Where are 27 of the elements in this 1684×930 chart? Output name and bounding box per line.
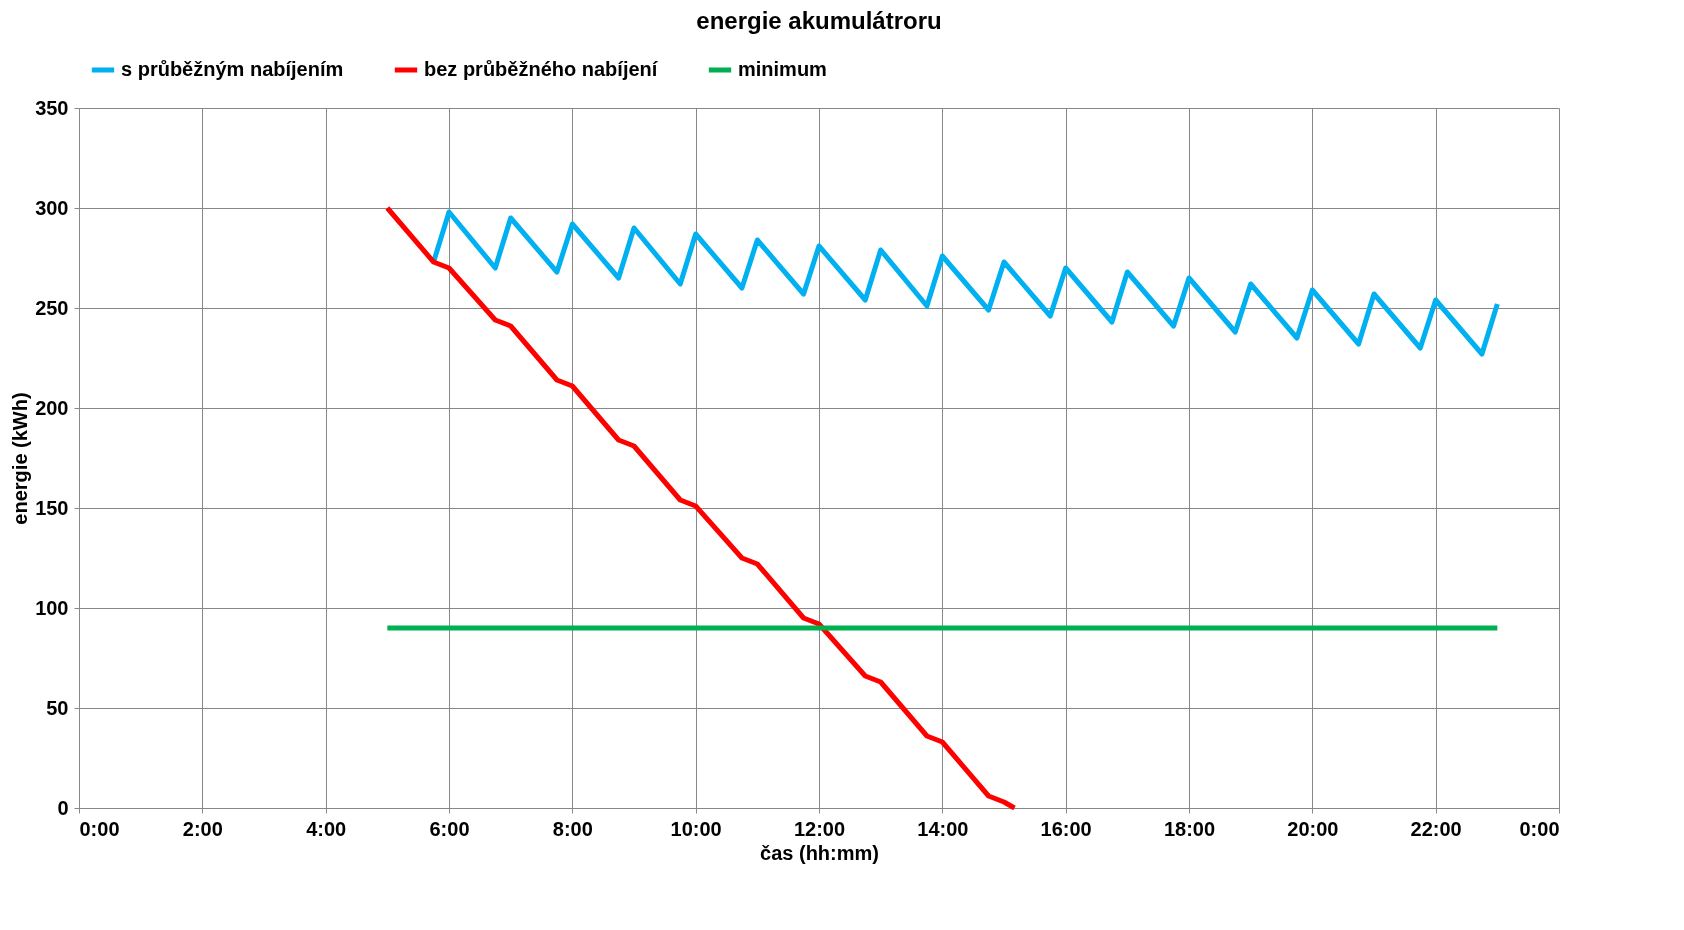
legend-label: s průběžným nabíjením (121, 58, 344, 80)
x-tick-label: 10:00 (670, 817, 722, 840)
y-tick-label: 300 (35, 196, 69, 219)
y-tick-label: 0 (57, 796, 69, 819)
x-tick-label: 16:00 (1040, 817, 1092, 840)
x-tick-label: 18:00 (1163, 817, 1216, 840)
x-tick-label: 14:00 (917, 817, 969, 840)
chart-title: energie akumulátroru (696, 7, 942, 34)
y-tick-label: 350 (35, 96, 69, 119)
y-tick-label: 150 (35, 496, 69, 519)
x-axis-title: čas (hh:mm) (760, 841, 879, 864)
y-tick-label: 200 (35, 396, 69, 419)
x-tick-label: 2:00 (182, 817, 223, 840)
x-tick-label: 4:00 (306, 817, 347, 840)
y-axis-title: energie (kWh) (9, 392, 32, 525)
x-tick-label: 12:00 (793, 817, 846, 840)
legend-label: minimum (738, 58, 827, 80)
x-tick-label: 22:00 (1410, 817, 1462, 840)
x-tick-label: 0:00 (1519, 817, 1560, 840)
x-tick-label: 6:00 (429, 817, 470, 840)
y-tick-label: 100 (35, 596, 69, 619)
x-tick-label: 20:00 (1287, 817, 1339, 840)
y-tick-label: 250 (35, 296, 69, 319)
legend-label: bez průběžného nabíjení (424, 58, 659, 80)
x-tick-label: 8:00 (552, 817, 593, 840)
y-tick-label: 50 (46, 696, 69, 719)
x-tick-label: 0:00 (79, 817, 120, 840)
